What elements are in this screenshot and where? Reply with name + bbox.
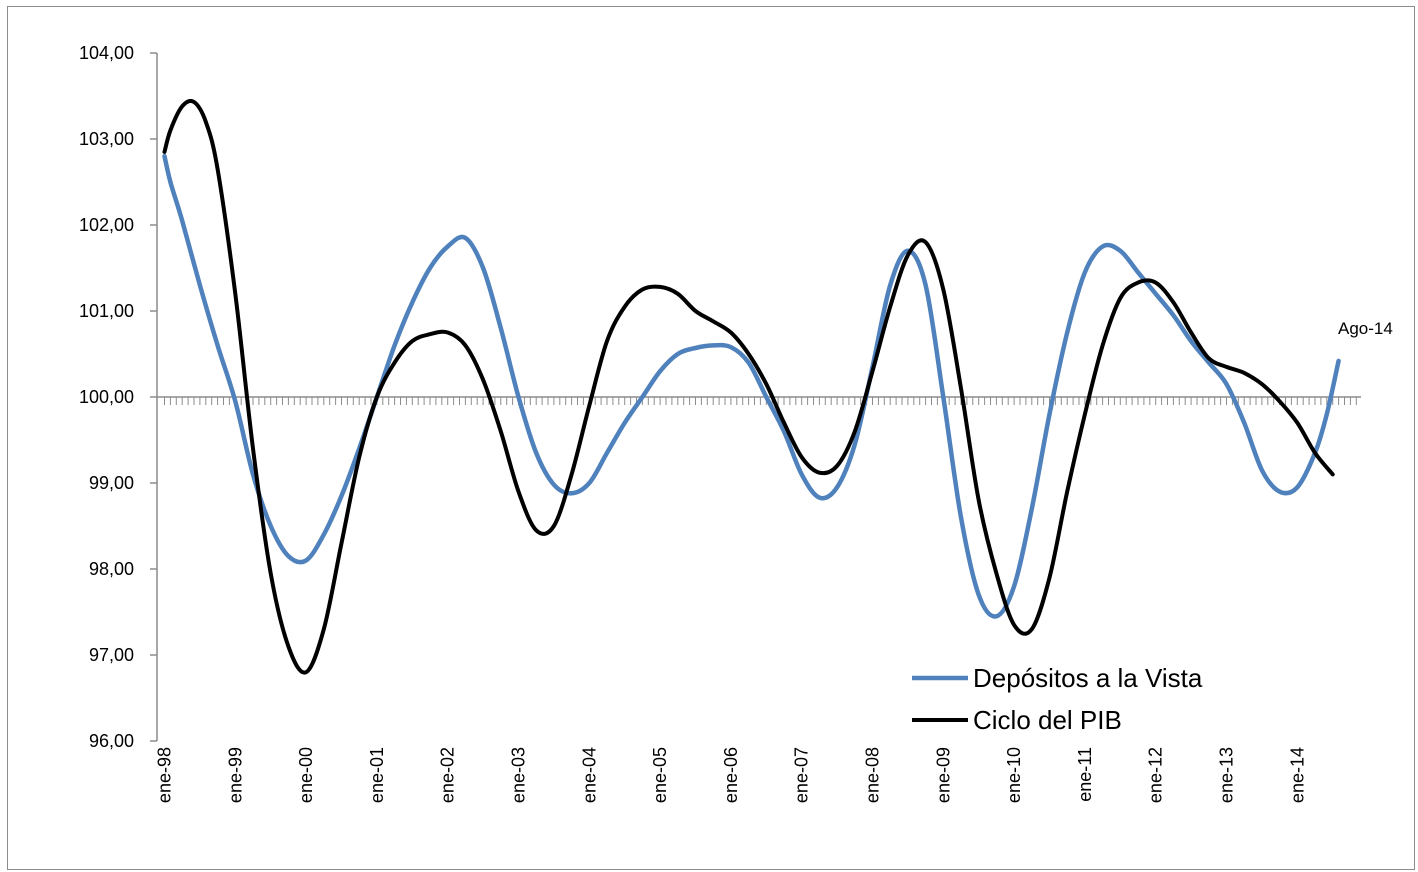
y-tick-label: 103,00 xyxy=(79,129,134,149)
x-tick-label: ene-11 xyxy=(1075,747,1095,802)
reference-line-group xyxy=(157,396,1361,405)
x-tick-label: ene-07 xyxy=(792,747,812,803)
y-tick-label: 96,00 xyxy=(89,731,134,751)
x-tick-label: ene-10 xyxy=(1004,747,1024,803)
x-tick-label: ene-04 xyxy=(579,747,599,803)
y-tick-label: 100,00 xyxy=(79,387,134,407)
x-tick-label: ene-99 xyxy=(225,747,245,803)
x-tick-label: ene-14 xyxy=(1287,747,1307,803)
chart-frame xyxy=(7,6,1415,870)
x-tick-label: ene-06 xyxy=(721,747,741,803)
y-tick-label: 104,00 xyxy=(79,43,134,63)
y-tick-label: 98,00 xyxy=(89,559,134,579)
x-tick-label: ene-12 xyxy=(1146,747,1166,803)
y-tick-label: 102,00 xyxy=(79,215,134,235)
axes-group: 96,00 97,00 98,00 99,00 100,00 101,00 102,00 10… xyxy=(79,43,1307,803)
x-tick-label: ene-02 xyxy=(438,747,458,803)
x-tick-label: ene-13 xyxy=(1217,747,1237,803)
legend-label: Ciclo del PIB xyxy=(973,705,1122,735)
series-line-pib xyxy=(162,98,1335,675)
x-tick-label: ene-05 xyxy=(650,747,670,803)
x-tick-label: ene-01 xyxy=(367,747,387,803)
y-tick-label: 99,00 xyxy=(89,473,134,493)
legend-label: Depósitos a la Vista xyxy=(973,663,1203,693)
x-tick-label: ene-98 xyxy=(155,747,175,803)
x-tick-label: ene-08 xyxy=(863,747,883,803)
y-tick-label: 97,00 xyxy=(89,645,134,665)
series-group xyxy=(162,98,1341,675)
annotation-label: Ago-14 xyxy=(1338,319,1393,338)
x-tick-label: ene-03 xyxy=(509,747,529,803)
x-tick-label: ene-00 xyxy=(296,747,316,803)
legend: Depósitos a la Vista Ciclo del PIB xyxy=(912,663,1203,735)
x-tick-label: ene-09 xyxy=(933,747,953,803)
y-tick-label: 101,00 xyxy=(79,301,134,321)
